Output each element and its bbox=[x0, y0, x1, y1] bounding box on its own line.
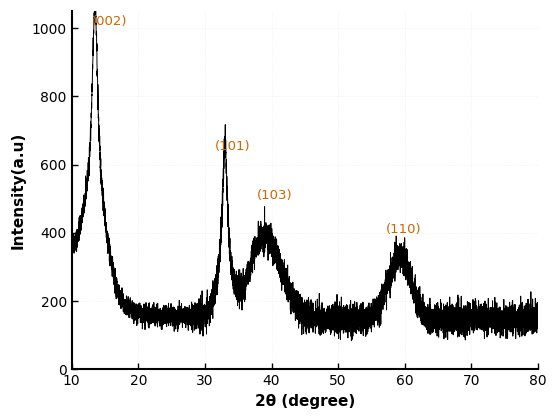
Text: (002): (002) bbox=[92, 15, 127, 28]
Y-axis label: Intensity(a.u): Intensity(a.u) bbox=[11, 131, 26, 249]
Text: (110): (110) bbox=[386, 223, 422, 236]
X-axis label: 2θ (degree): 2θ (degree) bbox=[255, 394, 355, 409]
Text: (101): (101) bbox=[215, 140, 251, 153]
Text: (103): (103) bbox=[257, 189, 292, 202]
